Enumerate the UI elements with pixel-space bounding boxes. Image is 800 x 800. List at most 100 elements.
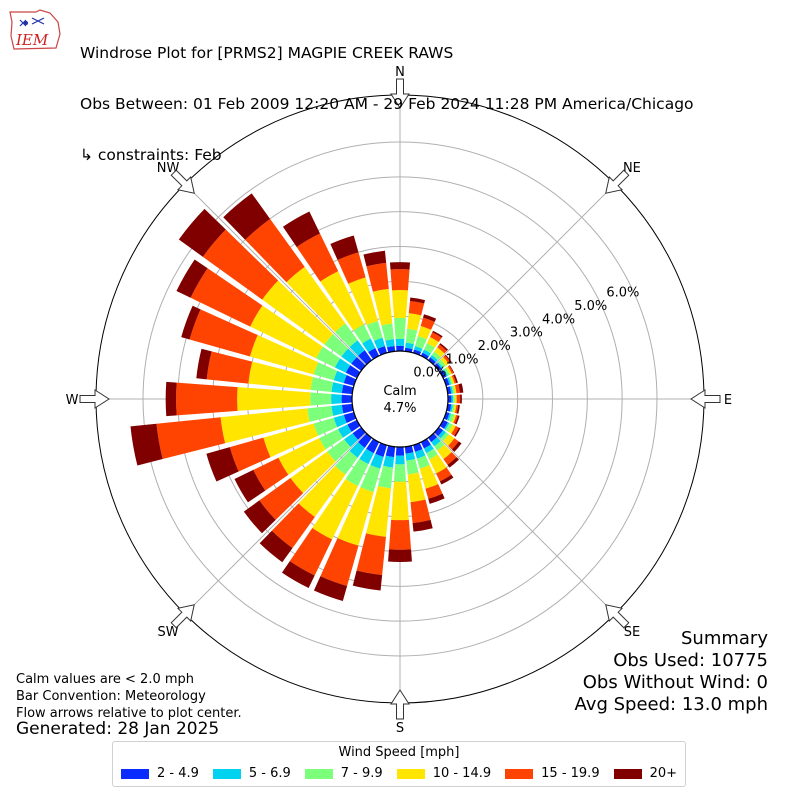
bar-segment-280-bin-2 xyxy=(310,376,334,393)
grid-spoke xyxy=(184,432,367,615)
bar-segment-50-bin-0 xyxy=(434,363,442,371)
bar-segment-270-bin-5 xyxy=(165,381,177,417)
bar-segment-330-bin-3 xyxy=(320,271,364,331)
bar-segment-260-bin-3 xyxy=(220,408,310,444)
bar-segment-350-bin-0 xyxy=(386,346,396,353)
bar-segment-320-bin-4 xyxy=(245,218,305,283)
bar-segment-270-bin-0 xyxy=(341,394,353,404)
legend-swatch xyxy=(212,768,241,779)
legend-title: Wind Speed [mph] xyxy=(338,745,460,760)
bar-segment-250-bin-0 xyxy=(343,412,357,423)
bar-segment-350-bin-1 xyxy=(385,339,395,348)
bar-segment-250-bin-3 xyxy=(263,423,319,458)
bar-segment-170-bin-0 xyxy=(404,445,414,454)
logo-text: IEM xyxy=(15,31,49,49)
radial-tick-label: 1.0% xyxy=(445,352,478,367)
bar-segment-290-bin-2 xyxy=(313,362,338,381)
bar-segment-0-bin-5 xyxy=(389,262,411,270)
flow-arrow-icon xyxy=(390,689,410,720)
bar-segment-290-bin-4 xyxy=(189,309,258,357)
bar-segment-0-bin-0 xyxy=(396,345,404,352)
bar-segment-90-bin-4 xyxy=(456,394,461,404)
summary-block: Summary Obs Used: 10775 Obs Without Wind… xyxy=(575,628,768,716)
bar-segment-150-bin-4 xyxy=(436,467,452,482)
calm-note: Calm values are < 2.0 mph xyxy=(16,672,195,687)
bar-segment-230-bin-2 xyxy=(327,439,351,462)
bar-segment-100-bin-5 xyxy=(456,404,460,414)
bar-segment-260-bin-5 xyxy=(130,423,163,466)
grid-spoke xyxy=(433,432,616,615)
bar-segment-340-bin-3 xyxy=(348,277,378,326)
bar-segment-110-bin-0 xyxy=(443,412,450,421)
bar-segment-310-bin-5 xyxy=(178,208,226,257)
legend-item: 10 - 14.9 xyxy=(396,766,491,781)
bar-segment-310-bin-1 xyxy=(341,348,357,364)
bar-segment-160-bin-4 xyxy=(425,484,443,499)
bar-segment-230-bin-4 xyxy=(259,478,304,520)
bar-segment-200-bin-1 xyxy=(370,453,384,469)
bar-segment-50-bin-1 xyxy=(436,361,444,369)
calm-circle: Calm 4.7% xyxy=(351,350,449,448)
bar-segment-60-bin-2 xyxy=(444,367,451,376)
bar-segment-0-bin-1 xyxy=(395,338,405,346)
bar-segment-40-bin-3 xyxy=(434,347,445,358)
title-block: Windrose Plot for [PRMS2] MAGPIE CREEK R… xyxy=(80,11,694,181)
bar-segment-20-bin-0 xyxy=(413,349,422,356)
bar-segment-30-bin-5 xyxy=(432,330,443,338)
legend-label: 7 - 9.9 xyxy=(340,766,383,781)
bar-segment-10-bin-1 xyxy=(405,342,414,350)
bar-segment-220-bin-2 xyxy=(334,450,358,475)
grid-ring xyxy=(142,141,658,657)
bar-segment-30-bin-2 xyxy=(423,343,435,354)
radial-tick-label: 5.0% xyxy=(574,299,607,314)
legend-label: 2 - 4.9 xyxy=(156,766,199,781)
bar-segment-250-bin-4 xyxy=(229,437,271,472)
bar-segment-70-bin-4 xyxy=(451,375,457,384)
bar-segment-70-bin-1 xyxy=(446,377,452,385)
bar-segment-180-bin-3 xyxy=(391,481,409,521)
bar-segment-110-bin-3 xyxy=(451,414,457,423)
bar-segment-240-bin-1 xyxy=(337,424,352,438)
bar-segment-110-bin-4 xyxy=(453,414,458,424)
radial-tick-labels: 0.0%1.0%2.0%3.0%4.0%5.0%6.0% xyxy=(413,286,639,381)
bar-segment-330-bin-5 xyxy=(282,211,320,247)
bar-segment-80-bin-2 xyxy=(451,385,455,394)
bar-segment-180-bin-1 xyxy=(395,455,405,465)
bar-segment-80-bin-5 xyxy=(458,383,464,393)
bar-segment-240-bin-4 xyxy=(253,457,289,491)
compass-label-e: E xyxy=(724,393,732,408)
bar-segment-140-bin-0 xyxy=(428,433,438,443)
radial-tick-label: 3.0% xyxy=(510,326,543,341)
bar-segment-120-bin-1 xyxy=(444,422,450,430)
bar-segment-240-bin-3 xyxy=(278,438,326,475)
bar-segment-90-bin-0 xyxy=(447,395,452,403)
bar-segment-110-bin-5 xyxy=(454,415,460,425)
bar-segment-160-bin-2 xyxy=(416,455,430,469)
bar-segment-260-bin-2 xyxy=(307,405,334,422)
bar-segment-340-bin-5 xyxy=(330,235,359,260)
bar-segment-260-bin-0 xyxy=(341,403,354,414)
bar-segment-200-bin-3 xyxy=(337,487,374,546)
bar-segment-90-bin-5 xyxy=(460,394,462,404)
bar-segment-320-bin-3 xyxy=(286,266,346,333)
bar-segment-130-bin-3 xyxy=(443,434,455,446)
compass-label-sw: SW xyxy=(158,625,179,640)
bar-segment-220-bin-1 xyxy=(349,442,365,458)
bar-segment-340-bin-4 xyxy=(337,252,366,284)
bar-segment-30-bin-3 xyxy=(426,336,439,348)
bar-segment-330-bin-0 xyxy=(368,347,380,360)
flow-arrows xyxy=(79,78,721,720)
bar-segment-350-bin-3 xyxy=(372,288,393,326)
flow-note: Flow arrows relative to plot center. xyxy=(16,706,242,721)
bar-segment-350-bin-4 xyxy=(366,262,389,292)
grid-spoke xyxy=(184,183,367,366)
bar-segment-10-bin-5 xyxy=(409,297,426,304)
bar-segment-120-bin-3 xyxy=(448,424,456,434)
bar-segment-150-bin-5 xyxy=(439,474,454,485)
bar-segment-20-bin-3 xyxy=(417,326,432,340)
avg-speed: Avg Speed: 13.0 mph xyxy=(574,694,768,715)
compass-label-w: W xyxy=(66,393,79,408)
bar-segment-200-bin-0 xyxy=(375,442,387,457)
bar-segment-180-bin-2 xyxy=(393,464,407,482)
